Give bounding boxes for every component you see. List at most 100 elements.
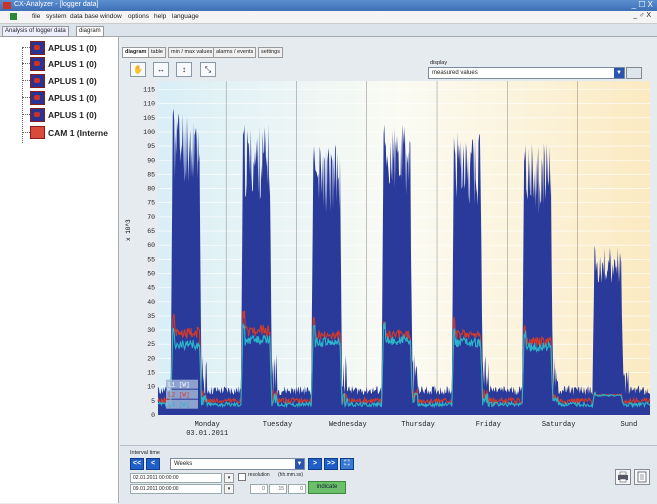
menu-help[interactable]: help xyxy=(154,13,167,20)
y-tick-label: 65 xyxy=(147,228,155,235)
chevron-down-icon[interactable]: ▼ xyxy=(295,459,304,469)
tree-item-aplus-2[interactable]: APLUS 1 (0) xyxy=(30,56,118,71)
logger-device-icon xyxy=(30,91,45,105)
calendar-icon[interactable]: ▾ xyxy=(224,484,234,494)
tree-item-cam-1[interactable]: CAM 1 (Interne xyxy=(30,125,118,140)
last-period-button[interactable]: >> xyxy=(324,458,338,470)
first-period-button[interactable]: << xyxy=(130,458,144,470)
y-tick-label: 110 xyxy=(143,101,155,108)
tab-diagram[interactable]: diagram xyxy=(122,47,150,58)
menu-file[interactable]: file xyxy=(32,13,41,20)
resolution-seconds[interactable]: 0 xyxy=(288,484,306,494)
previous-period-button[interactable]: < xyxy=(146,458,160,470)
interval-panel: Interval time << < Weeks ▼ > >> ⛶ 02.01.… xyxy=(120,445,657,504)
tab-min-max-values[interactable]: min / max values xyxy=(168,47,216,58)
menu-system[interactable]: system xyxy=(46,13,67,20)
tree-connector xyxy=(22,80,32,81)
x-tick-label: Monday xyxy=(195,421,220,429)
y-tick-label: 5 xyxy=(151,398,155,405)
printer-glyph xyxy=(618,471,628,483)
x-tick-label: Friday xyxy=(476,421,501,429)
tree-item-aplus-5[interactable]: APLUS 1 (0) xyxy=(30,107,118,122)
menu-database[interactable]: data base xyxy=(70,13,99,20)
series-l3-line xyxy=(157,322,651,409)
hand-icon[interactable]: ✋ xyxy=(130,62,146,77)
x-tick-label: Wednesday xyxy=(329,421,367,429)
print-icon[interactable] xyxy=(615,469,631,485)
y-tick-label: 70 xyxy=(147,214,155,221)
tree-item-aplus-4[interactable]: APLUS 1 (0) xyxy=(30,90,118,105)
document-window-controls[interactable]: _ ♂ X xyxy=(633,12,651,19)
tree-connector xyxy=(22,132,32,133)
y-tick-label: 115 xyxy=(143,86,155,93)
y-tick-label: 35 xyxy=(147,313,155,320)
tree-connector xyxy=(22,63,32,64)
logger-device-icon xyxy=(30,74,45,88)
legend-swatch xyxy=(166,379,198,389)
y-tick-label: 45 xyxy=(147,285,155,292)
x-tick-label: Thursday xyxy=(401,421,435,429)
window-title: CX-Analyzer - [logger data] xyxy=(14,1,99,8)
resolution-checkbox[interactable] xyxy=(238,473,246,481)
y-tick-label: 80 xyxy=(147,186,155,193)
menu-window[interactable]: window xyxy=(100,13,122,20)
indicate-button[interactable]: indicate xyxy=(308,481,346,494)
logger-device-icon xyxy=(30,57,45,71)
zoom-xy-icon[interactable]: ⤡ xyxy=(200,62,216,77)
display-value: measured values xyxy=(432,70,478,76)
legend-entry: L3 [W] xyxy=(168,402,190,409)
title-bar: CX-Analyzer - [logger data] _ ☐ X xyxy=(0,0,657,11)
camera-device-icon xyxy=(30,126,45,139)
zoom-x-icon[interactable]: ↔ xyxy=(153,62,169,77)
tab-table[interactable]: table xyxy=(148,47,166,58)
fit-all-icon[interactable]: ⛶ xyxy=(340,458,354,470)
legend-entry: L1 [W] xyxy=(168,382,190,389)
display-label: display xyxy=(430,60,448,66)
y-axis-label: x 10^3 xyxy=(125,219,132,241)
tree-item-label: APLUS 1 (0) xyxy=(48,93,97,103)
power-chart[interactable]: 0 5 10 15 20 25 30 35 40 45 50 55 60 65 70 75 80 85 90 95 10… xyxy=(120,81,657,481)
document-icon xyxy=(10,13,17,20)
export-glyph xyxy=(637,471,647,483)
app-icon xyxy=(3,2,11,9)
menu-options[interactable]: options xyxy=(128,13,149,20)
y-axis: 0 5 10 15 20 25 30 35 40 45 50 55 60 65 70 75 80 85 90 95 10… xyxy=(143,86,155,419)
menu-bar: file system data base window options hel… xyxy=(0,11,657,24)
resolution-hours[interactable]: 0 xyxy=(250,484,268,494)
tree-connector xyxy=(22,47,32,48)
y-tick-label: 85 xyxy=(147,171,155,178)
export-icon[interactable] xyxy=(634,469,650,485)
y-tick-label: 30 xyxy=(147,327,155,334)
zoom-y-icon[interactable]: ↕ xyxy=(176,62,192,77)
tab-settings[interactable]: settings xyxy=(258,47,283,58)
y-tick-label: 95 xyxy=(147,143,155,150)
series-areas xyxy=(157,108,651,416)
period-select[interactable]: Weeks ▼ xyxy=(170,458,305,470)
tree-connector xyxy=(22,47,23,143)
menu-language[interactable]: language xyxy=(172,13,199,20)
x-tick-label: Sund xyxy=(621,421,638,429)
tab-alarms-events[interactable]: alarms / events xyxy=(213,47,257,58)
y-tick-label: 105 xyxy=(143,115,155,122)
display-options-button[interactable] xyxy=(626,67,642,79)
end-date-field[interactable]: 09.01.2011 00:00:00 xyxy=(130,484,222,494)
chevron-down-icon[interactable]: ▼ xyxy=(614,68,624,78)
calendar-icon[interactable]: ▾ xyxy=(224,473,234,483)
legend-swatch xyxy=(166,389,198,399)
y-tick-label: 60 xyxy=(147,242,155,249)
tree-item-aplus-1[interactable]: APLUS 1 (0) xyxy=(30,40,118,55)
window-controls[interactable]: _ ☐ X xyxy=(631,0,653,9)
tab-diagram-document[interactable]: diagram xyxy=(76,26,104,37)
tree-item-aplus-3[interactable]: APLUS 1 (0) xyxy=(30,73,118,88)
y-tick-label: 75 xyxy=(147,200,155,207)
display-select[interactable]: measured values ▼ xyxy=(428,67,625,79)
y-tick-label: 0 xyxy=(151,412,155,419)
tree-item-label: APLUS 1 (0) xyxy=(48,76,97,86)
interval-label: Interval time xyxy=(130,450,160,456)
chart-legend: L1 [W] L2 [W] L3 [W] xyxy=(166,379,198,409)
start-date-field[interactable]: 02.01.2011 00:00:00 xyxy=(130,473,222,483)
next-period-button[interactable]: > xyxy=(308,458,322,470)
tab-analysis-of-logger-data[interactable]: Analysis of logger data xyxy=(2,26,69,37)
resolution-minutes[interactable]: 15 xyxy=(269,484,287,494)
tree-item-label: APLUS 1 (0) xyxy=(48,43,97,53)
